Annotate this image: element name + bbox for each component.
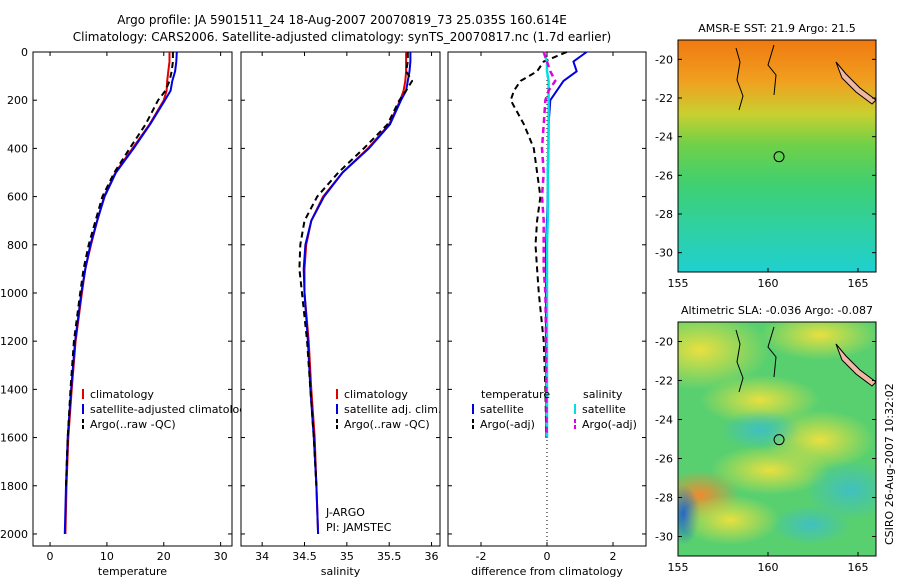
x-tick-label: 155 [668, 277, 689, 290]
series-line [302, 52, 412, 535]
y-tick-label: -30 [655, 531, 673, 544]
y-tick-label: 1000 [0, 287, 28, 300]
legend-label: satellite-adjusted climatology [90, 403, 253, 416]
map-frame [677, 39, 877, 273]
legend-label: satellite adj. clim. [344, 403, 441, 416]
x-tick-label: 30 [214, 550, 228, 563]
x-tick-label: 160 [758, 561, 779, 574]
coastline [767, 326, 777, 378]
legend-label: climatology [344, 388, 408, 401]
legend-label: satellite [582, 403, 626, 416]
coastline [735, 47, 744, 111]
y-tick-label: 1600 [0, 432, 28, 445]
y-tick-label: -26 [655, 169, 673, 182]
x-tick-label: -2 [476, 550, 487, 563]
y-tick-label: -30 [655, 247, 673, 260]
sla-anomaly [710, 445, 830, 495]
y-tick-label: -28 [655, 208, 673, 221]
profile-panel-3: -2 0 2 difference from climatology temperatu… [447, 51, 647, 578]
coastline [767, 44, 777, 96]
annotation-pi: PI: JAMSTEC [326, 521, 392, 534]
profile-panel-2: 34 34.5 35 35.5 36 salinity climatology satelli… [240, 51, 441, 578]
header-line-1: Argo profile: JA 5901511_24 18-Aug-2007 … [117, 13, 567, 27]
series-line [298, 52, 414, 486]
y-tick-label: 600 [7, 191, 28, 204]
x-tick-label: 34.5 [292, 550, 317, 563]
y-tick-label: 1400 [0, 383, 28, 396]
x-axis-label: salinity [321, 565, 361, 578]
land-new-caledonia [835, 343, 876, 387]
coastline [735, 329, 744, 393]
map-field [678, 322, 876, 556]
sla-anomaly [700, 375, 820, 425]
plot-frame [32, 51, 233, 547]
sla-anomaly [760, 322, 876, 360]
annotation-program: J-ARGO [325, 506, 365, 519]
x-tick-label: 2 [610, 550, 617, 563]
legend-header-temperature: temperature [481, 388, 550, 401]
argo-marker [773, 434, 785, 446]
series-line [63, 51, 178, 535]
legend-label: Argo(..raw -QC) [90, 418, 176, 431]
x-tick-label: 34 [255, 550, 269, 563]
map-title: Altimetric SLA: -0.036 Argo: -0.087 [681, 304, 873, 317]
y-tick-label: 400 [7, 142, 28, 155]
y-tick-label: 2000 [0, 528, 28, 541]
y-tick-label: 200 [7, 94, 28, 107]
y-tick-label: -22 [655, 375, 673, 388]
legend-header-salinity: salinity [583, 388, 623, 401]
legend-label: Argo(..raw -QC) [344, 418, 430, 431]
sla-anomaly [805, 460, 876, 520]
sla-anomaly [680, 495, 780, 545]
y-tick-label: -20 [655, 336, 673, 349]
y-tick-label: 800 [7, 239, 28, 252]
y-tick-label: 1800 [0, 480, 28, 493]
y-tick-label: -24 [655, 131, 673, 144]
x-tick-label: 36 [425, 550, 439, 563]
sla-map-panel: 155 160 165 -20 -22 -24 -26 -28 -30 Altimetric SL… [655, 304, 877, 574]
x-tick-label: 35 [340, 550, 354, 563]
y-tick-label: -20 [655, 53, 673, 66]
side-stamp: CSIRO 26-Aug-2007 10:32:02 [883, 383, 896, 545]
profile-panel-1: 0 10 20 30 0 200 400 600 800 1000 1200 1400 1600 1800… [0, 46, 253, 578]
x-tick-label: 10 [100, 550, 114, 563]
legend-label: Argo(-adj) [480, 418, 535, 431]
plot-frame [240, 51, 441, 547]
y-tick-label: -24 [655, 414, 673, 427]
y-tick-label: 0 [21, 46, 28, 59]
x-tick-label: 0 [47, 550, 54, 563]
series-line [542, 51, 550, 438]
x-tick-label: 20 [157, 550, 171, 563]
x-tick-label: 0 [544, 550, 551, 563]
x-tick-label: 155 [668, 561, 689, 574]
x-tick-label: 160 [758, 277, 779, 290]
y-tick-label: -26 [655, 453, 673, 466]
x-axis-label: temperature [98, 565, 167, 578]
sla-anomaly [770, 505, 850, 545]
argo-marker [773, 151, 785, 163]
map-title: AMSR-E SST: 21.9 Argo: 21.5 [698, 22, 856, 35]
x-tick-label: 165 [848, 561, 869, 574]
sla-anomaly [720, 410, 800, 450]
x-tick-label: 35.5 [377, 550, 402, 563]
map-field [678, 40, 876, 272]
legend-label: Argo(-adj) [582, 418, 637, 431]
land-new-caledonia [835, 61, 876, 105]
series-line [540, 51, 557, 438]
y-tick-label: -22 [655, 92, 673, 105]
series-line [509, 51, 568, 438]
legend-label: satellite [480, 403, 524, 416]
map-frame [677, 321, 877, 557]
sst-map-panel: 155 160 165 -20 -22 -24 -26 -28 -30 AMSR-E SST: 2… [655, 22, 877, 290]
sla-anomaly [678, 322, 770, 390]
y-tick-label: 1200 [0, 335, 28, 348]
x-tick-label: 165 [848, 277, 869, 290]
x-axis-label: difference from climatology [471, 565, 623, 578]
legend-label: climatology [90, 388, 154, 401]
y-tick-label: -28 [655, 492, 673, 505]
header-line-2: Climatology: CARS2006. Satellite-adjuste… [73, 30, 611, 44]
